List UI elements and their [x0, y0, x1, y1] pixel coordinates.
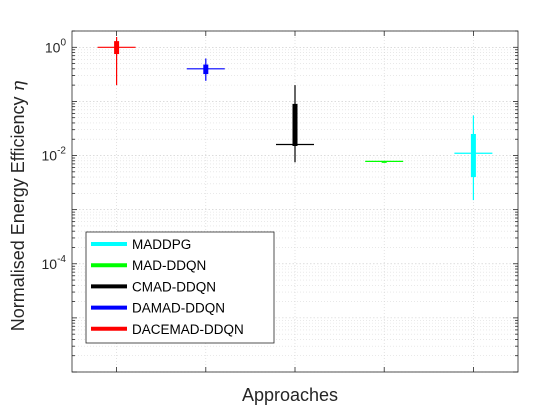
box-body: [381, 161, 387, 163]
legend-label: CMAD-DDQN: [132, 279, 216, 294]
boxes: [97, 36, 493, 201]
box-maddpg: [454, 115, 493, 201]
legend-box: [85, 231, 275, 344]
legend-item: DAMAD-DDQN: [91, 301, 225, 316]
y-axis-title-text: Normalised Energy Efficiency: [8, 97, 28, 332]
y-tick-label-base: 10: [42, 148, 58, 164]
legend-item: CMAD-DDQN: [91, 279, 216, 294]
box-body: [292, 103, 298, 146]
legend-label: DACEMAD-DDQN: [132, 322, 244, 337]
legend-item: DACEMAD-DDQN: [91, 322, 244, 337]
legend-items: MADDPG MAD-DDQN CMAD-DDQN DAMAD-DDQN DACEMAD…: [91, 237, 244, 337]
y-tick-label-base: 10: [42, 256, 58, 272]
y-tick-label-base: 10: [45, 39, 61, 55]
y-tick-label-exponent: 0: [60, 37, 66, 48]
y-axis-title: Normalised Energy Efficiency η: [8, 81, 29, 332]
box-dacemad-ddqn: [97, 36, 136, 86]
y-tick-label-exponent: -4: [57, 254, 66, 265]
y-tick-label: 10-4: [42, 254, 67, 272]
y-tick-label: 10-2: [42, 146, 67, 164]
legend-label: DAMAD-DDQN: [132, 301, 225, 316]
legend-label: MAD-DDQN: [132, 258, 206, 273]
legend: MADDPG MAD-DDQN CMAD-DDQN DAMAD-DDQN DACEMAD…: [85, 231, 275, 344]
box-mad-ddqn: [365, 160, 404, 163]
x-axis-title: Approaches: [242, 385, 338, 405]
legend-item: MADDPG: [91, 237, 191, 252]
box-damad-ddqn: [186, 58, 225, 81]
box-cmad-ddqn: [276, 85, 314, 163]
legend-label: MADDPG: [132, 237, 191, 252]
legend-item: MAD-DDQN: [91, 258, 206, 273]
y-tick-label-exponent: -2: [57, 146, 66, 157]
box-body: [470, 133, 476, 178]
y-axis-title-symbol: η: [8, 81, 29, 92]
y-tick-label: 100: [45, 37, 67, 55]
